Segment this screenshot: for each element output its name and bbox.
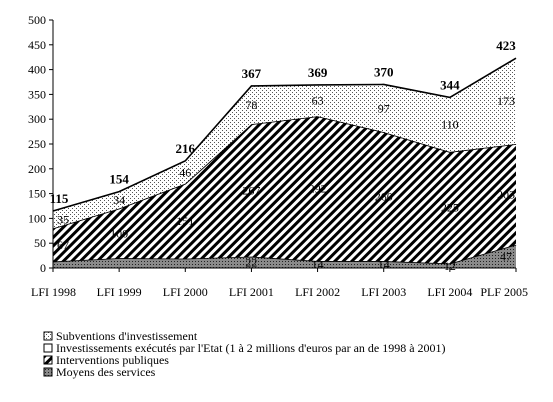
area-diagonal-hatch xyxy=(53,116,516,264)
data-label: 100 xyxy=(110,226,128,240)
data-label: 35 xyxy=(57,213,69,227)
y-tick-label: 300 xyxy=(28,112,46,126)
total-label: 423 xyxy=(496,38,516,53)
data-label: 14 xyxy=(312,258,324,272)
legend-label: Moyens des services xyxy=(56,365,156,379)
data-label: 110 xyxy=(441,118,459,132)
y-tick-label: 350 xyxy=(28,87,46,101)
data-label: 14 xyxy=(378,258,390,272)
y-tick-label: 50 xyxy=(34,236,46,250)
total-label: 154 xyxy=(109,172,129,187)
data-label: 151 xyxy=(176,214,194,228)
legend-swatch xyxy=(43,367,53,377)
y-tick-label: 450 xyxy=(28,38,46,52)
y-tick-label: 250 xyxy=(28,137,46,151)
data-label: 267 xyxy=(242,183,260,197)
legend-label: Investissements exécutés par l'Etat (1 à… xyxy=(56,341,446,355)
total-label: 367 xyxy=(242,66,262,81)
data-label: 78 xyxy=(245,98,257,112)
legend-swatch xyxy=(43,355,53,365)
series-line-dotted-dark xyxy=(52,243,517,265)
y-tick-label: 400 xyxy=(28,63,46,77)
data-label-layer: 22 14 14 12 47 67 100 151 267 292 260 225 203 35 34 46 7… xyxy=(50,38,517,273)
data-label: 67 xyxy=(57,238,69,252)
data-label: 63 xyxy=(312,94,324,108)
data-label: 97 xyxy=(378,101,390,115)
y-tick-label: 0 xyxy=(40,261,46,275)
axes-layer: 0 50 100 150 200 250 300 350 400 450 500 LFI 1998 LF… xyxy=(28,13,528,299)
x-category-label: LFI 2004 xyxy=(427,285,472,299)
area-layer xyxy=(52,57,517,268)
y-tick-label: 500 xyxy=(28,13,46,27)
data-label: 173 xyxy=(497,94,515,108)
legend-label: Interventions publiques xyxy=(56,353,169,367)
data-label: 46 xyxy=(179,165,191,179)
data-label: 292 xyxy=(309,182,327,196)
legend-swatch xyxy=(43,331,53,341)
total-label: 216 xyxy=(176,141,196,156)
y-tick-label: 150 xyxy=(28,187,46,201)
legend: Subventions d'investissementInvestisseme… xyxy=(43,329,446,379)
data-label: 12 xyxy=(444,259,456,273)
x-category-label: LFI 2001 xyxy=(229,285,274,299)
y-tick-label: 200 xyxy=(28,162,46,176)
legend-swatch xyxy=(43,343,53,353)
data-label: 203 xyxy=(497,187,515,201)
x-category-label: LFI 1998 xyxy=(31,285,76,299)
total-label: 115 xyxy=(50,191,69,206)
total-label: 344 xyxy=(440,77,460,92)
data-label: 47 xyxy=(500,249,512,263)
x-category-label: LFI 1999 xyxy=(97,285,142,299)
legend-label: Subventions d'investissement xyxy=(56,329,198,343)
x-category-label: LFI 2000 xyxy=(163,285,208,299)
area-light-dots xyxy=(53,58,516,229)
data-label: 34 xyxy=(113,193,125,207)
series-line-light-dots xyxy=(52,57,517,212)
y-tick-label: 100 xyxy=(28,211,46,225)
data-label: 225 xyxy=(441,201,459,215)
x-category-label: PLF 2005 xyxy=(480,285,528,299)
total-label: 370 xyxy=(374,64,394,79)
total-label: 369 xyxy=(308,65,328,80)
data-label: 22 xyxy=(245,255,257,269)
x-category-label: LFI 2003 xyxy=(361,285,406,299)
data-label: 260 xyxy=(375,190,393,204)
x-category-label: LFI 2002 xyxy=(295,285,340,299)
